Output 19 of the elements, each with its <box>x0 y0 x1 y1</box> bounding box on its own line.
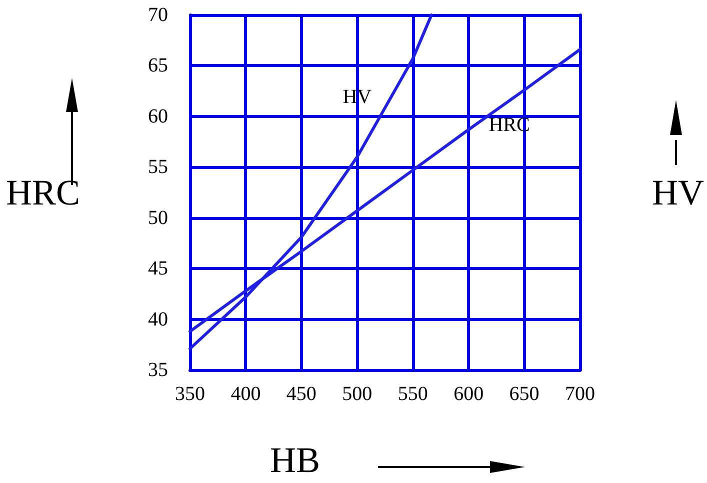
y-tick-label: 45 <box>148 258 168 280</box>
x-tick-label: 400 <box>230 383 261 405</box>
y2-axis-title: HV <box>652 172 704 212</box>
y-tick-label: 50 <box>148 206 168 229</box>
y-tick-label: 65 <box>148 54 168 77</box>
x-tick-label: 500 <box>342 383 372 405</box>
x-axis-title: HB <box>270 440 320 480</box>
x-tick-label: 450 <box>286 383 316 405</box>
y-tick-label: 70 <box>148 4 168 26</box>
x-tick-label: 600 <box>454 383 484 405</box>
y-tick-label: 60 <box>148 105 168 128</box>
x-tick-label: 350 <box>175 383 205 405</box>
y-axis-title: HRC <box>6 172 80 212</box>
x-tick-label: 550 <box>398 383 428 405</box>
x-tick-label: 650 <box>509 383 540 405</box>
y-tick-label: 35 <box>148 359 168 381</box>
x-tick-label: 700 <box>565 383 596 405</box>
y-tick-label: 55 <box>148 156 168 178</box>
y-tick-label: 40 <box>148 308 168 330</box>
